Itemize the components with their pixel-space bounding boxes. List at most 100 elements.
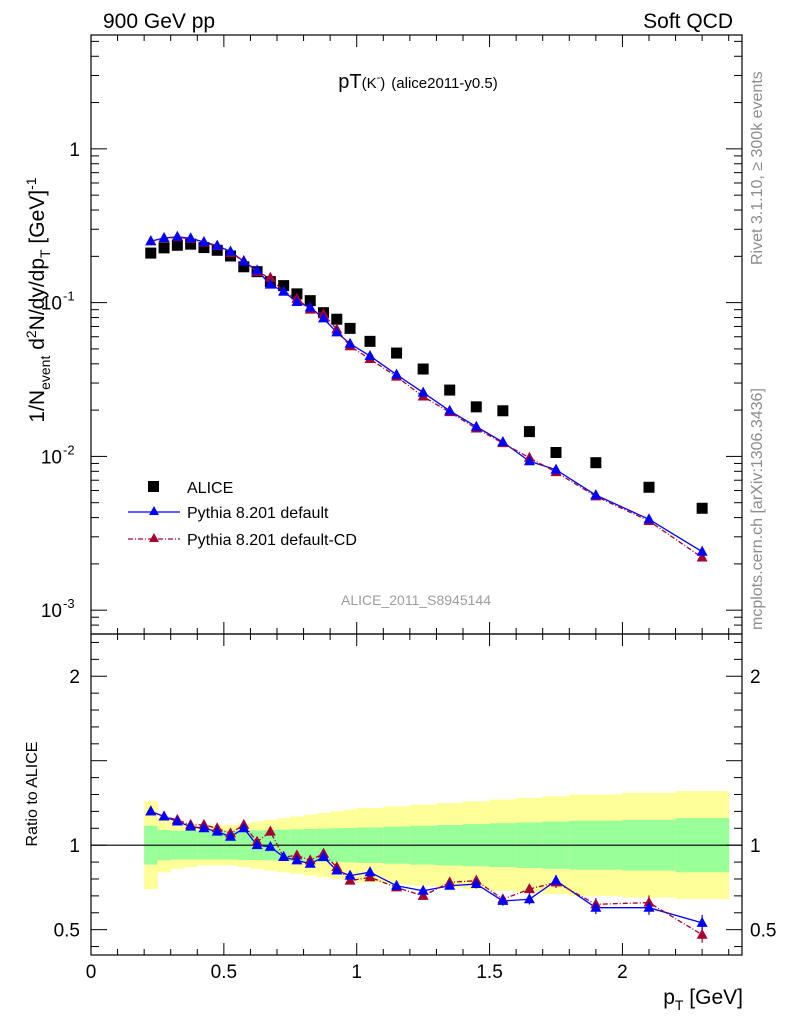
ratio-pythia-cd-point	[344, 874, 356, 885]
ylabel-part-7: [GeV]	[26, 190, 49, 250]
title-particle: (K	[362, 75, 377, 92]
xlabel-part-3: [GeV]	[683, 986, 743, 1009]
pythia-cd-point	[264, 271, 276, 282]
legend-label-pythia-default: Pythia 8.201 default	[187, 505, 329, 522]
ratio-pythia-cd-point	[291, 849, 303, 860]
pythia-default-point	[251, 264, 263, 275]
pythia-default-point	[145, 235, 157, 246]
legend: ALICE Pythia 8.201 default Pythia 8.201 …	[128, 480, 357, 549]
title-close: )	[380, 75, 385, 92]
alice-data-point	[696, 502, 708, 514]
pythia-default-point	[590, 489, 602, 500]
alice-data-point	[344, 322, 356, 334]
ratio-pythia-cd-point	[523, 883, 535, 894]
ylabel-part-3: d	[26, 338, 49, 356]
ratio-pythia-default-point	[497, 894, 509, 905]
pythia-default-point	[304, 301, 316, 312]
alice-data-point	[470, 401, 482, 413]
ratio-pythia-cd-point	[364, 871, 376, 882]
ratio-pythia-default-point	[264, 840, 276, 851]
legend-marker-alice	[148, 481, 159, 492]
top-y-tick-exponent: -3	[63, 596, 75, 611]
mcplots-label: mcplots.cern.ch [arXiv:1306.3436]	[749, 388, 766, 630]
bottom-y-axis-label: Ratio to ALICE	[24, 742, 41, 847]
xlabel-part-1: p	[663, 986, 675, 1009]
pythia-default-point	[497, 436, 509, 447]
ratio-pythia-default-point	[590, 901, 602, 912]
pythia-default-point	[523, 455, 535, 466]
bottom-y-tick-label-left: 0.5	[54, 921, 80, 942]
alice-data-point	[497, 405, 509, 417]
pythia-default-point	[264, 278, 276, 289]
ylabel-part-6: T	[37, 249, 53, 258]
alice-data-point	[304, 295, 316, 307]
ratio-pythia-default-point	[344, 869, 356, 880]
header-right: Soft QCD	[643, 10, 733, 33]
ratio-pythia-default-point	[331, 864, 343, 875]
alice-data-point	[185, 238, 197, 250]
title-tag: (alice2011-y0.5)	[391, 75, 497, 92]
pythia-default-point	[211, 239, 223, 250]
pythia-default-point	[696, 545, 708, 556]
ratio-pythia-default-point	[391, 879, 403, 890]
pythia-default-point	[225, 245, 236, 256]
ratio-pythia-default-point	[225, 830, 236, 841]
x-tick-label: 0	[86, 962, 97, 983]
top-y-axis-label: 1/Nevent d2N/dy/dpT [GeV]-1	[23, 177, 53, 422]
top-y-tick-label: 1	[69, 140, 80, 161]
ratio-pythia-default-point	[251, 839, 263, 850]
bottom-y-tick-label-right: 1	[750, 836, 761, 857]
ratio-pythia-default-point	[444, 879, 456, 890]
alice-data-point	[331, 313, 343, 325]
alice-data-point	[145, 247, 157, 259]
ratio-pythia-default-point	[364, 866, 376, 877]
rivet-label: Rivet 3.1.10, ≥ 300k events	[749, 71, 766, 265]
ratio-pythia-cd-line	[150, 810, 703, 936]
top-y-tick-label: 10	[41, 601, 62, 622]
pythia-default-point	[344, 337, 356, 348]
ratio-pythia-default-point	[696, 916, 708, 927]
panel-title: pT(K-) (alice2011-y0.5)	[338, 71, 497, 93]
ratio-pythia-default-point	[643, 901, 655, 912]
pythia-default-point	[391, 368, 403, 379]
legend-label-pythia-cd: Pythia 8.201 default-CD	[187, 532, 357, 549]
header-left: 900 GeV pp	[103, 10, 215, 33]
x-tick-label: 2	[617, 962, 628, 983]
pythia-default-point	[550, 463, 562, 474]
ratio-pythia-default-point	[158, 810, 170, 821]
pythia-default-point	[318, 312, 329, 323]
x-tick-label: 0.5	[211, 962, 237, 983]
ratio-pythia-cd-point	[696, 928, 708, 939]
alice-data-point	[391, 347, 403, 359]
pythia-default-point	[331, 326, 343, 337]
ratio-pythia-cd-point	[643, 896, 655, 907]
title-sup: -	[377, 72, 381, 84]
pythia-default-point	[238, 255, 250, 266]
top-y-tick-exponent: -1	[63, 289, 75, 304]
title-main: pT	[338, 71, 361, 93]
bottom-y-tick-label-right: 0.5	[750, 921, 776, 942]
ratio-pythia-default-point	[523, 893, 535, 904]
legend-marker-pythia-cd	[149, 533, 159, 542]
pythia-default-point	[171, 230, 183, 241]
analysis-watermark: ALICE_2011_S8945144	[341, 592, 491, 608]
pythia-default-point	[643, 513, 655, 524]
ylabel-part-8: -1	[23, 177, 39, 190]
ylabel-part-1: 1/N	[26, 390, 49, 423]
ratio-pythia-default-point	[278, 851, 290, 862]
pythia-cd-point	[696, 551, 708, 562]
ratio-pythia-default-point	[145, 805, 157, 816]
alice-data-point	[158, 242, 170, 254]
pythia-default-point	[158, 232, 170, 243]
ratio-pythia-default-point	[304, 857, 316, 868]
x-tick-label: 1.5	[476, 962, 502, 983]
alice-data-point	[417, 363, 429, 375]
ratio-pythia-default-point	[318, 851, 329, 862]
ratio-pythia-default-point	[171, 815, 183, 826]
ratio-pythia-default-point	[238, 822, 250, 833]
legend-label-alice: ALICE	[187, 480, 233, 497]
bottom-y-tick-label-right: 2	[750, 667, 761, 688]
pythia-default-point	[444, 404, 456, 415]
